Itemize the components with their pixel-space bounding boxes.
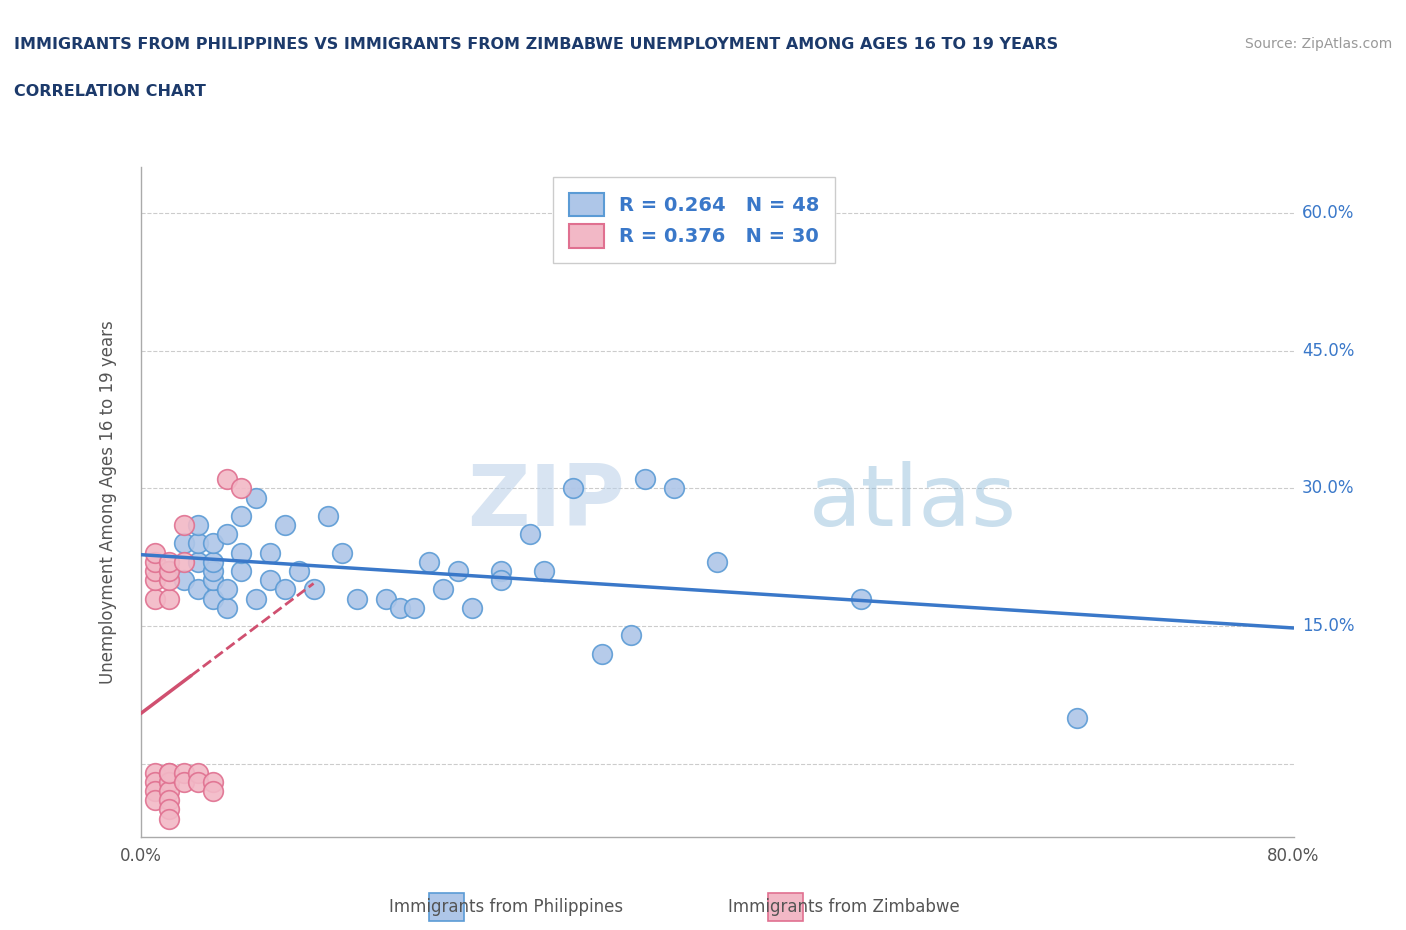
Point [143,793,166,808]
Point [432,582,454,597]
Point [217,527,239,542]
Point [849,591,872,606]
Point [143,545,166,560]
Point [231,509,253,524]
Point [259,573,281,588]
Point [143,573,166,588]
Point [201,536,224,551]
Point [187,518,209,533]
Point [143,784,166,799]
Point [245,591,267,606]
Point [562,481,585,496]
Point [461,600,484,615]
Text: Immigrants from Zimbabwe: Immigrants from Zimbabwe [728,897,959,916]
Point [143,591,166,606]
Point [591,646,613,661]
Point [143,775,166,790]
Point [159,554,180,569]
Point [316,509,339,524]
Y-axis label: Unemployment Among Ages 16 to 19 years: Unemployment Among Ages 16 to 19 years [98,320,117,684]
Point [519,527,541,542]
Point [143,554,166,569]
Text: atlas: atlas [810,460,1018,544]
Point [274,582,297,597]
Point [173,765,195,780]
Text: 30.0%: 30.0% [1302,480,1354,498]
Text: 60.0%: 60.0% [1302,205,1354,222]
Point [201,554,224,569]
Point [159,802,180,817]
Point [374,591,396,606]
Point [533,564,555,578]
Point [187,765,209,780]
Point [259,545,281,560]
Point [173,573,195,588]
Point [173,536,195,551]
Point [274,518,297,533]
Point [159,765,180,780]
Point [159,784,180,799]
Point [404,600,426,615]
Point [332,545,354,560]
Point [489,564,512,578]
Point [159,564,180,578]
Point [447,564,470,578]
Point [201,573,224,588]
Point [173,518,195,533]
Point [302,582,325,597]
Point [231,545,253,560]
Point [187,582,209,597]
Text: CORRELATION CHART: CORRELATION CHART [14,84,205,99]
Point [1066,711,1088,725]
Point [159,811,180,826]
Point [288,564,311,578]
Point [159,591,180,606]
Point [346,591,368,606]
Point [159,573,180,588]
Point [173,775,195,790]
Point [201,591,224,606]
Point [388,600,411,615]
Text: 15.0%: 15.0% [1302,617,1354,635]
Point [662,481,685,496]
Point [143,564,166,578]
Point [187,554,209,569]
Text: 45.0%: 45.0% [1302,342,1354,360]
Point [159,775,180,790]
Point [619,628,641,643]
Point [201,775,224,790]
Text: Source: ZipAtlas.com: Source: ZipAtlas.com [1244,37,1392,51]
Point [159,564,180,578]
Point [201,564,224,578]
Point [159,793,180,808]
Point [187,775,209,790]
Point [231,564,253,578]
Point [187,536,209,551]
Text: ZIP: ZIP [467,460,624,544]
Point [217,600,239,615]
Point [418,554,440,569]
Point [634,472,657,486]
Point [143,765,166,780]
Point [489,573,512,588]
Legend: R = 0.264   N = 48, R = 0.376   N = 30: R = 0.264 N = 48, R = 0.376 N = 30 [553,177,835,263]
Point [217,582,239,597]
Point [706,554,728,569]
Point [217,472,239,486]
Text: IMMIGRANTS FROM PHILIPPINES VS IMMIGRANTS FROM ZIMBABWE UNEMPLOYMENT AMONG AGES : IMMIGRANTS FROM PHILIPPINES VS IMMIGRANT… [14,37,1059,52]
Point [173,554,195,569]
Point [245,490,267,505]
Point [159,765,180,780]
Point [231,481,253,496]
Text: Immigrants from Philippines: Immigrants from Philippines [389,897,623,916]
Point [201,784,224,799]
